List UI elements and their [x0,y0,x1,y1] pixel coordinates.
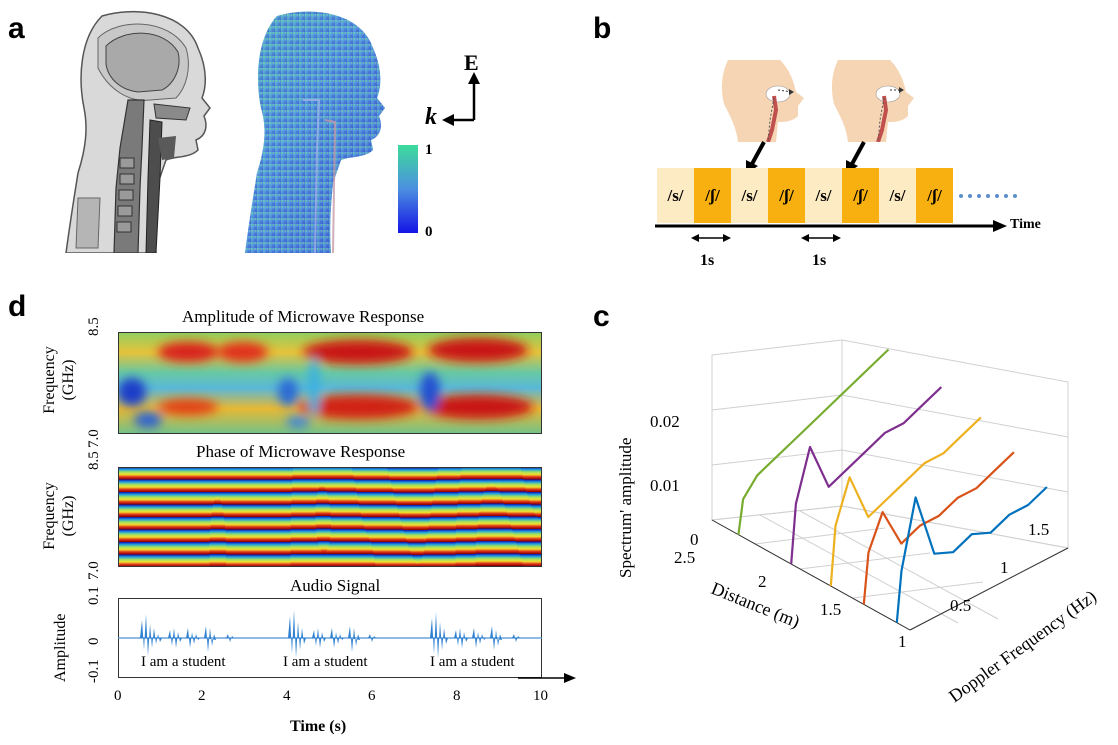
x-tick: 4 [283,688,291,704]
doppler-tick: 1 [1000,558,1009,577]
z-tick: 0 [690,530,699,549]
phoneme-label: /s/ [667,185,684,205]
interval-label: 1s [700,252,715,269]
phase-freq-tick-bottom: 7.0 [86,561,102,580]
outer-axes [711,519,1069,631]
phoneme-label: /ʃ/ [927,185,942,205]
doppler-3d-chart [710,339,1070,631]
distance-tick: 1 [898,632,907,651]
phoneme-block: /ʃ/ [842,168,879,223]
colorbar-min-label: 0 [425,224,433,240]
phase-freq-ylabel: Frequency (GHz) [40,466,78,566]
amp-freq-tick-bottom: 7.0 [86,429,102,448]
phoneme-label: /s/ [889,185,906,205]
phase-freq-ylabel-line1: Frequency [41,482,58,550]
x-tick: 6 [368,688,376,704]
head-anatomy-model [65,10,211,253]
colorbar-max-label: 1 [425,142,433,158]
head-illustration-s [721,60,804,142]
audio-tick-top: 0.1 [86,586,102,605]
speech-burst [140,614,234,656]
amp-freq-tick-top: 8.5 [86,317,102,336]
amp-freq-ylabel: Frequency (GHz) [40,330,78,430]
x-tick: 2 [198,688,206,704]
phoneme-sequence: /s/ /ʃ/ /s/ /ʃ/ /s/ /ʃ/ /s/ /ʃ/ [657,168,953,223]
phoneme-block: /s/ [805,168,842,223]
sentence-label: I am a student [430,654,515,670]
audio-ylabel: Amplitude [52,613,69,682]
audio-title: Audio Signal [290,576,381,595]
audio-tick-bottom: -0.1 [86,659,102,683]
amplitude-heatmap [118,332,542,434]
continuation-dots [959,194,1017,198]
phase-freq-tick-top: 8.5 [86,451,102,470]
phoneme-block: /ʃ/ [694,168,731,223]
z-axis-label: Spectrum' amplitude [616,437,635,578]
interval-label: 1s [812,252,827,269]
panel-b-letter: b [593,12,612,45]
amp-freq-ylabel-line1: Frequency [41,346,58,414]
amplitude-title: Amplitude of Microwave Response [182,307,425,326]
x-tick: 10 [533,688,548,704]
phoneme-label: /ʃ/ [705,185,720,205]
doppler-series-line [737,348,890,535]
phase-title: Phase of Microwave Response [196,442,406,461]
audio-waveform [118,598,576,683]
colorbar [398,145,418,233]
sentence-label: I am a student [141,654,226,670]
field-distribution-map [245,11,385,253]
amp-freq-ylabel-line2: (GHz) [60,359,77,401]
distance-tick: 1.5 [820,600,842,619]
phoneme-label: /ʃ/ [779,185,794,205]
sentence-label: I am a student [283,654,368,670]
z-tick: 0.01 [650,476,680,495]
distance-tick: 2 [758,572,767,591]
audio-tick-zero: 0 [86,637,102,646]
series-layer [737,348,1048,623]
k-vector-label: k [425,104,437,130]
speech-burst [288,610,376,658]
distance-tick: 2.5 [674,548,696,567]
doppler-tick: 0.5 [950,596,972,615]
panel-a-letter: a [8,12,25,45]
panel-d-letter: d [8,290,27,323]
phoneme-block: /ʃ/ [916,168,953,223]
speech-burst [430,612,520,658]
panel-c-letter: c [593,300,610,333]
phoneme-label: /s/ [815,185,832,205]
time-axis-label: Time [1010,217,1041,232]
phoneme-block: /s/ [657,168,694,223]
head-illustration-sh [831,60,914,142]
doppler-series-line [895,486,1048,623]
doppler-series-line [790,386,943,565]
phoneme-block: /ʃ/ [768,168,805,223]
timeline-axis [655,194,1017,242]
phase-heatmap [118,467,542,567]
z-tick: 0.02 [650,412,680,431]
polarization-arrows [442,72,480,126]
doppler-series-line [829,416,982,587]
phoneme-block: /s/ [731,168,768,223]
e-field-label: E [464,50,479,75]
x-tick: 0 [114,688,122,704]
doppler-tick: 1.5 [1028,520,1050,539]
phoneme-block: /s/ [879,168,916,223]
time-xlabel: Time (s) [290,718,347,735]
phoneme-label: /s/ [741,185,758,205]
doppler-series-line [862,451,1015,605]
x-tick: 8 [453,688,461,704]
phoneme-label: /ʃ/ [853,185,868,205]
phase-freq-ylabel-line2: (GHz) [60,495,77,537]
